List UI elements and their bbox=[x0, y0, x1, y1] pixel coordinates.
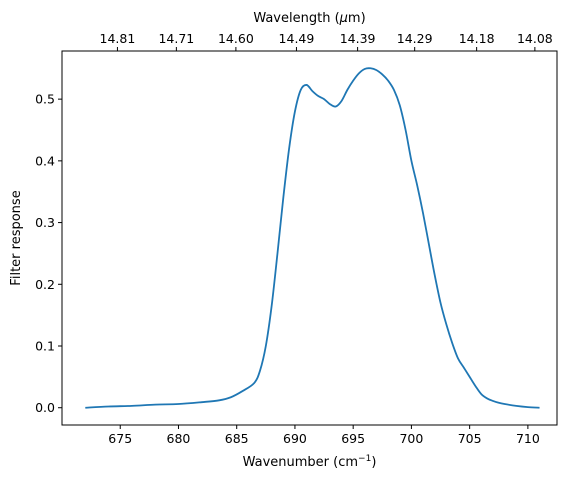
plot-frame bbox=[61, 50, 558, 426]
y-tick-label: 0.2 bbox=[35, 277, 55, 292]
y-tick-label: 0.3 bbox=[35, 215, 55, 230]
top-x-tick-label: 14.81 bbox=[100, 31, 136, 46]
series-layer bbox=[85, 67, 540, 409]
top-x-axis-label: Wavelength (μm) bbox=[253, 11, 365, 26]
series-line bbox=[85, 67, 540, 409]
top-x-tick-label: 14.39 bbox=[340, 31, 376, 46]
y-tick-label: 0.1 bbox=[35, 339, 55, 354]
y-tick-label: 0.0 bbox=[35, 400, 55, 415]
top-x-axis-label-mu: μ bbox=[339, 11, 348, 26]
y-tick-label: 0.5 bbox=[35, 92, 55, 107]
x-tick-label: 680 bbox=[167, 431, 191, 446]
x-tick-label: 675 bbox=[108, 431, 132, 446]
x-tick-label: 710 bbox=[516, 431, 540, 446]
x-axis-label-superscript: −1 bbox=[358, 454, 371, 464]
x-tick-label: 695 bbox=[341, 431, 365, 446]
top-x-tick-label: 14.08 bbox=[517, 31, 553, 46]
top-x-tick-label: 14.29 bbox=[397, 31, 433, 46]
x-tick-label: 705 bbox=[458, 431, 482, 446]
top-x-tick-label: 14.18 bbox=[459, 31, 495, 46]
y-tick-label: 0.4 bbox=[35, 153, 55, 168]
x-tick-label: 700 bbox=[399, 431, 423, 446]
ticks-layer: 675 680 685 690 695 700 705 710 0.0 0.1 0.2 0.3 0.4 0… bbox=[35, 31, 553, 446]
top-x-tick-label: 14.71 bbox=[158, 31, 194, 46]
top-x-tick-label: 14.60 bbox=[218, 31, 254, 46]
top-x-tick-label: 14.49 bbox=[279, 31, 315, 46]
y-axis-label: Filter response bbox=[9, 190, 24, 285]
x-tick-label: 685 bbox=[225, 431, 249, 446]
x-tick-label: 690 bbox=[283, 431, 307, 446]
x-axis-label: Wavenumber (cm−1) bbox=[243, 454, 377, 470]
